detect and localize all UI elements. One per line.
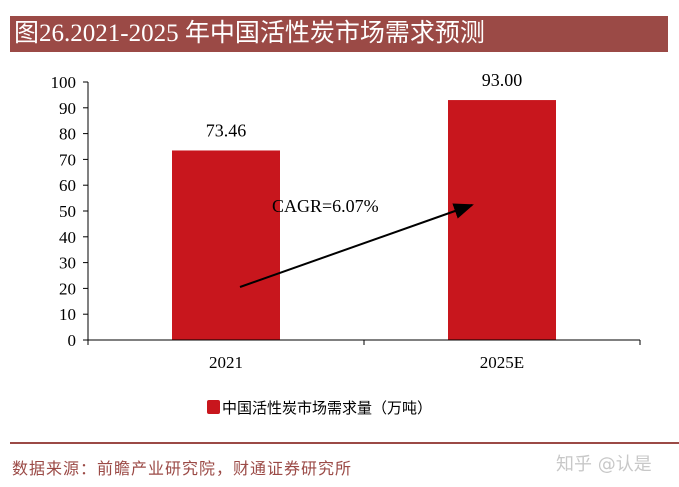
x-tick-label: 2021	[209, 353, 243, 372]
legend-swatch	[207, 400, 220, 414]
y-tick-label: 90	[59, 99, 76, 118]
y-tick-label: 10	[59, 305, 76, 324]
y-tick-label: 40	[59, 228, 76, 247]
bar-2025E	[448, 100, 556, 340]
y-tick-label: 30	[59, 254, 76, 273]
figure-title: 图26.2021-2025 年中国活性炭市场需求预测	[10, 16, 668, 52]
data-label: 93.00	[482, 70, 523, 90]
y-axis: 0 10 20 30 40 50 60 70 80 90 100	[51, 73, 89, 350]
y-tick-label: 70	[59, 150, 76, 169]
y-tick-label: 0	[68, 331, 77, 350]
y-tick-label: 20	[59, 279, 76, 298]
legend-label: 中国活性炭市场需求量（万吨）	[222, 399, 432, 417]
legend: 中国活性炭市场需求量（万吨）	[207, 399, 432, 417]
divider	[10, 442, 679, 444]
cagr-label: CAGR=6.07%	[272, 196, 379, 216]
data-label: 73.46	[206, 120, 247, 140]
x-axis: 2021 2025E	[87, 339, 641, 372]
x-tick-label: 2025E	[480, 353, 524, 372]
bar-2021	[172, 150, 280, 340]
source-note: 数据来源：前瞻产业研究院，财通证券研究所	[12, 459, 353, 478]
cagr-arrow	[239, 203, 474, 288]
y-tick-label: 80	[59, 125, 76, 144]
y-tick-label: 100	[51, 73, 77, 92]
bars: 73.46 93.00	[172, 70, 556, 340]
watermark: 知乎 @认是	[556, 454, 652, 475]
y-tick-label: 50	[59, 202, 76, 221]
y-tick-label: 60	[59, 176, 76, 195]
